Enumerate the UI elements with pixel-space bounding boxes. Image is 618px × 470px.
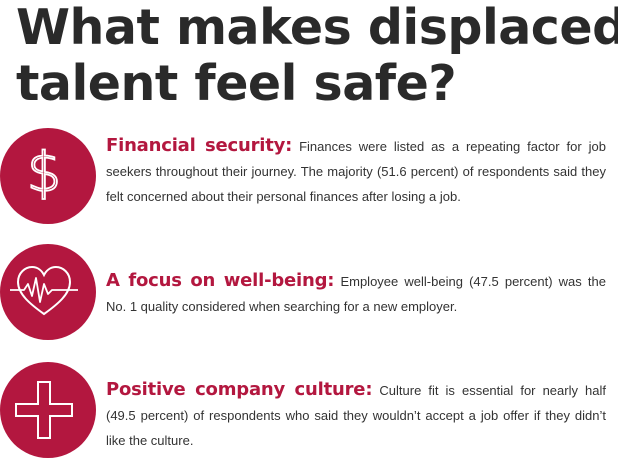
item-heading: Positive company culture: [106, 379, 373, 400]
svg-text:$: $ [27, 141, 61, 204]
item-text: A focus on well-being: Employee well-bei… [106, 268, 606, 319]
item-text: Financial security: Finances were listed… [106, 133, 606, 209]
title-line-2: talent feel safe? [16, 55, 457, 112]
heart-pulse-icon [0, 244, 96, 340]
item-body: Finances were listed as a repeating fact… [106, 139, 606, 204]
title-line-1: What makes displaced [16, 0, 618, 56]
item-body: Employee well-being (47.5 percent) was t… [106, 274, 607, 314]
plus-icon [0, 362, 96, 458]
item-heading: A focus on well-being: [106, 270, 335, 291]
item-body: Culture fit is essential for nearly half… [106, 383, 606, 448]
item-text: Positive company culture: Culture fit is… [106, 377, 606, 453]
dollar-icon: $ [0, 128, 96, 224]
item-heading: Financial security: [106, 135, 293, 156]
page-title: What makes displaced talent feel safe? [16, 0, 618, 112]
